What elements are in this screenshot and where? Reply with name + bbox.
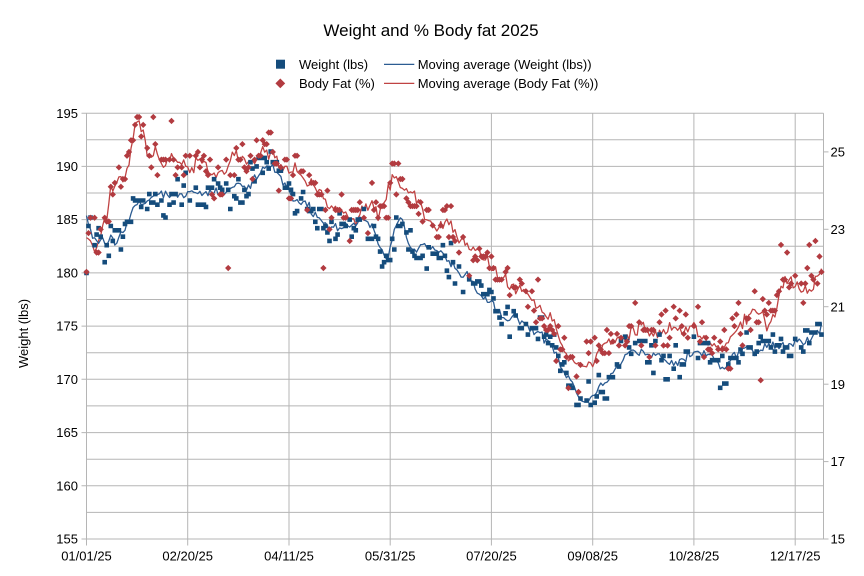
svg-text:15: 15 — [831, 532, 845, 547]
svg-text:170: 170 — [56, 372, 78, 387]
svg-text:Moving average (Body Fat (%)): Moving average (Body Fat (%)) — [418, 76, 599, 91]
svg-text:190: 190 — [56, 159, 78, 174]
svg-text:25: 25 — [831, 145, 845, 160]
svg-text:02/20/25: 02/20/25 — [162, 549, 213, 564]
svg-text:21: 21 — [831, 299, 845, 314]
svg-text:Moving average (Weight (lbs)): Moving average (Weight (lbs)) — [418, 57, 592, 72]
svg-text:04/11/25: 04/11/25 — [264, 549, 314, 564]
svg-text:23: 23 — [831, 222, 845, 237]
svg-text:185: 185 — [56, 212, 78, 227]
svg-text:07/20/25: 07/20/25 — [466, 549, 517, 564]
svg-text:19: 19 — [831, 377, 845, 392]
svg-text:Weight and % Body fat 2025: Weight and % Body fat 2025 — [323, 21, 538, 40]
svg-text:17: 17 — [831, 454, 845, 469]
svg-text:155: 155 — [56, 532, 78, 547]
svg-text:Body Fat (%): Body Fat (%) — [299, 76, 375, 91]
svg-text:10/28/25: 10/28/25 — [669, 549, 720, 564]
svg-text:09/08/25: 09/08/25 — [567, 549, 618, 564]
svg-text:175: 175 — [56, 319, 78, 334]
svg-text:180: 180 — [56, 266, 78, 281]
svg-text:Weight (lbs): Weight (lbs) — [16, 299, 31, 368]
svg-text:05/31/25: 05/31/25 — [365, 549, 416, 564]
svg-text:160: 160 — [56, 478, 78, 493]
svg-text:12/17/25: 12/17/25 — [770, 549, 821, 564]
svg-text:01/01/25: 01/01/25 — [61, 549, 112, 564]
svg-text:195: 195 — [56, 106, 78, 121]
svg-text:Weight (lbs): Weight (lbs) — [299, 57, 368, 72]
svg-text:165: 165 — [56, 425, 78, 440]
